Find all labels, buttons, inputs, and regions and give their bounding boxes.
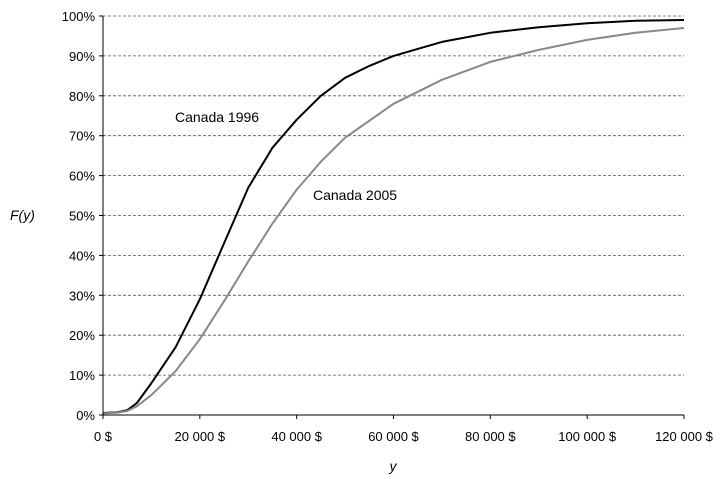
series-lines bbox=[102, 19, 685, 415]
y-tick-label-3: 30% bbox=[69, 288, 95, 303]
y-tick-label-8: 80% bbox=[69, 89, 95, 104]
y-tick-label-1: 10% bbox=[69, 368, 95, 383]
x-tick-label-5: 100 000 $ bbox=[558, 429, 617, 444]
y-tick-label-0: 0% bbox=[76, 408, 95, 423]
x-tick-labels: 0 $ 20 000 $ 40 000 $ 60 000 $ 80 000 $ 100 0… bbox=[94, 429, 714, 444]
x-tick-label-1: 20 000 $ bbox=[175, 429, 226, 444]
x-axis-title: y bbox=[389, 458, 398, 474]
y-tick-labels: 0% 10% 20% 30% 40% 50% 60% 70% 80% 90% 100% bbox=[62, 9, 96, 423]
x-tick-label-6: 120 000 $ bbox=[655, 429, 714, 444]
y-tick-label-7: 70% bbox=[69, 129, 95, 144]
y-axis-title: F(y) bbox=[10, 207, 35, 223]
series-line-canada-2005 bbox=[102, 27, 685, 415]
y-tick-label-6: 60% bbox=[69, 169, 95, 184]
x-tick-label-3: 60 000 $ bbox=[368, 429, 419, 444]
x-tick-label-4: 80 000 $ bbox=[465, 429, 516, 444]
axes bbox=[99, 15, 685, 419]
series-label-canada-1996: Canada 1996 bbox=[175, 109, 259, 125]
y-tick-label-5: 50% bbox=[69, 209, 95, 224]
y-tick-label-4: 40% bbox=[69, 248, 95, 263]
y-tick-label-2: 20% bbox=[69, 328, 95, 343]
gridlines bbox=[103, 15, 684, 376]
x-tick-label-0: 0 $ bbox=[94, 429, 113, 444]
y-tick-label-9: 90% bbox=[69, 49, 95, 64]
y-tick-label-10: 100% bbox=[62, 9, 96, 24]
series-label-canada-2005: Canada 2005 bbox=[313, 187, 397, 203]
x-tick-label-2: 40 000 $ bbox=[271, 429, 322, 444]
series-line-canada-1996 bbox=[102, 19, 685, 414]
